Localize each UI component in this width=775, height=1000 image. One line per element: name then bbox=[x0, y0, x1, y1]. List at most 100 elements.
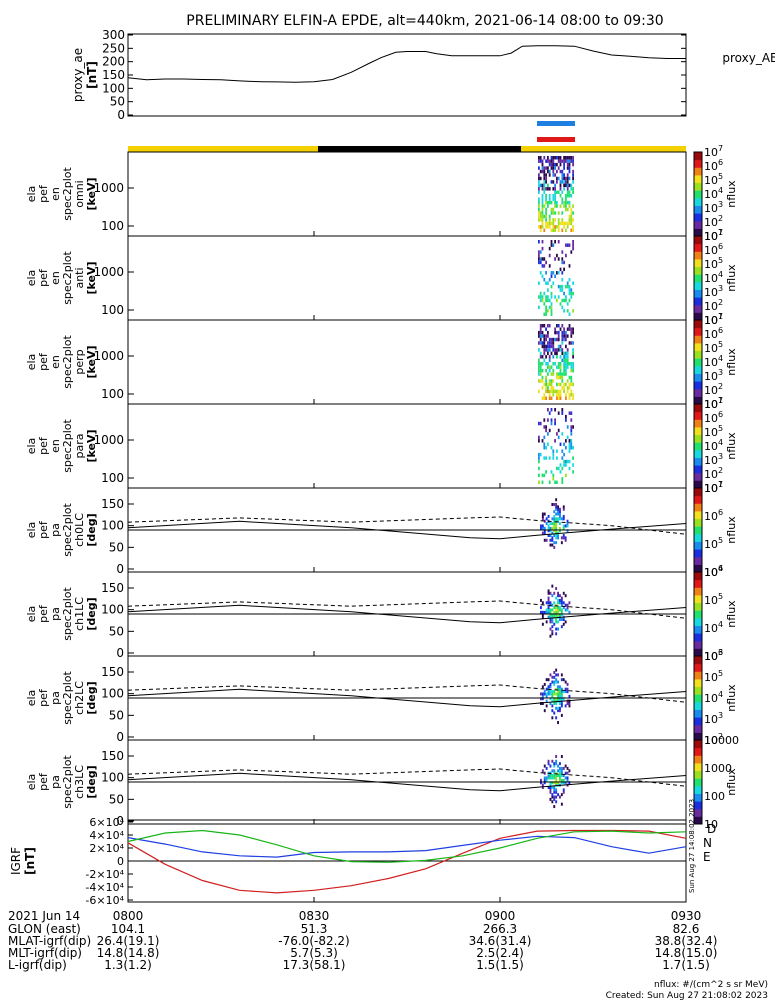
pa-cell bbox=[549, 591, 552, 595]
pa-cell bbox=[560, 625, 563, 629]
spectrogram-cell bbox=[545, 470, 547, 474]
spectrogram-cell bbox=[566, 225, 569, 229]
igrf-D-line bbox=[127, 829, 687, 894]
ae-ytick-label: 250 bbox=[102, 41, 125, 55]
pa-cell bbox=[553, 776, 556, 780]
panel-ylabel-line: en bbox=[49, 271, 62, 285]
spectrogram-cell bbox=[541, 194, 544, 198]
spectrogram-cell bbox=[565, 439, 567, 443]
pa-cell bbox=[549, 538, 552, 542]
spectrogram-cell bbox=[538, 173, 540, 177]
spectrogram-cell bbox=[559, 344, 562, 349]
pa-cell bbox=[555, 615, 558, 619]
pa-cell bbox=[553, 610, 556, 614]
spectrogram-cell bbox=[548, 187, 551, 191]
colorbar-segment bbox=[694, 633, 702, 642]
pa-cell bbox=[547, 685, 550, 689]
spectrogram-cell bbox=[554, 187, 556, 191]
spectrogram-cell bbox=[565, 204, 567, 208]
spectrogram-cell bbox=[556, 372, 558, 376]
colorbar-segment bbox=[694, 365, 702, 374]
pa-cell bbox=[560, 704, 563, 708]
spectrogram-cell bbox=[572, 355, 574, 359]
spectrogram-cell bbox=[548, 324, 551, 328]
pa-cell bbox=[557, 517, 559, 521]
spectrogram-cell bbox=[554, 197, 556, 201]
spectrogram-cell bbox=[550, 337, 553, 342]
spectrogram-cell bbox=[550, 271, 553, 275]
spectrogram-cell bbox=[552, 456, 555, 460]
panel-ylabel-line: ch1LC bbox=[73, 597, 86, 631]
spectrogram-cell bbox=[545, 176, 547, 181]
spectrogram-cell bbox=[566, 284, 569, 289]
spectrogram-cell bbox=[552, 218, 555, 222]
pa-cell bbox=[549, 620, 552, 624]
colorbar-segment bbox=[694, 152, 702, 161]
spectrogram-cell bbox=[552, 162, 555, 167]
spectrogram-cell bbox=[561, 257, 564, 261]
spectrogram-cell bbox=[561, 221, 564, 226]
pa-cell bbox=[551, 716, 554, 720]
spectrogram-cell bbox=[568, 298, 571, 303]
pa-cell bbox=[555, 668, 558, 672]
spectrogram-cell bbox=[543, 473, 546, 478]
spectrogram-cell bbox=[559, 382, 562, 387]
spectrogram-cell bbox=[565, 194, 567, 198]
spectrogram-cell bbox=[545, 214, 547, 219]
pa-cell bbox=[555, 608, 558, 612]
spectrogram-cell bbox=[566, 159, 569, 163]
spectrogram-cell bbox=[563, 187, 565, 191]
colorbar-tick-label: 102 bbox=[704, 466, 723, 481]
spectrogram-cell bbox=[572, 327, 574, 331]
pa-cell bbox=[553, 771, 556, 775]
spectrogram-cell bbox=[554, 327, 556, 331]
spectrogram-cell bbox=[557, 362, 560, 366]
created-note: Created: Sun Aug 27 21:08:02 2023 bbox=[606, 991, 768, 1000]
spectrogram-cell bbox=[548, 214, 551, 219]
colorbar-segment bbox=[694, 419, 702, 428]
spectrogram-cell bbox=[550, 291, 553, 296]
colorbar-tick-label: 103 bbox=[704, 368, 723, 383]
spectrogram-cell bbox=[554, 166, 556, 170]
pa-cell bbox=[560, 778, 563, 782]
colorbar-segment bbox=[694, 526, 702, 535]
panel-ylabel-line: pef bbox=[37, 184, 50, 203]
spectrogram-cell bbox=[561, 169, 564, 174]
spectrogram-cell bbox=[563, 309, 565, 313]
spectrogram-cell bbox=[570, 156, 573, 160]
spectrogram-cell bbox=[561, 351, 564, 356]
spectrogram-cell bbox=[556, 180, 558, 184]
colorbar-segment bbox=[694, 732, 702, 741]
spectrogram-cell bbox=[563, 225, 565, 229]
colorbar-segment bbox=[694, 510, 702, 520]
pa-cell bbox=[568, 610, 571, 614]
spectrogram-cell bbox=[568, 291, 571, 296]
spectrogram-cell bbox=[547, 372, 549, 376]
spectrogram-cell bbox=[548, 355, 551, 359]
spectrogram-cell bbox=[552, 389, 555, 394]
orbit-row-value: 26.4(19.1) bbox=[97, 934, 160, 948]
spectrogram-cell bbox=[538, 225, 540, 229]
spectrogram-cell bbox=[554, 389, 556, 394]
spectrogram-cell bbox=[557, 435, 560, 440]
spectrogram-cell bbox=[541, 344, 544, 349]
spectrogram-cell bbox=[568, 288, 571, 292]
colorbar-segment bbox=[694, 648, 702, 657]
spectrogram-cell bbox=[572, 425, 574, 429]
pa-cell bbox=[553, 797, 556, 801]
spectrogram-cell bbox=[556, 298, 558, 303]
pa-cell bbox=[564, 536, 567, 540]
pa-cell bbox=[551, 704, 554, 708]
spectrogram-cell bbox=[538, 379, 540, 383]
colorbar-title: nflux bbox=[725, 516, 738, 544]
spectrogram-cell bbox=[568, 396, 571, 400]
pa-cell bbox=[553, 526, 556, 530]
pa-cell bbox=[555, 800, 558, 804]
pa-cell bbox=[553, 699, 556, 703]
pa-cell bbox=[557, 694, 559, 698]
pa-cell bbox=[543, 776, 546, 780]
spectrogram-cell bbox=[538, 421, 540, 426]
panel-ylabel-line: ela bbox=[25, 186, 38, 203]
pa-cell bbox=[559, 795, 561, 799]
spectrogram-cell bbox=[552, 207, 555, 212]
